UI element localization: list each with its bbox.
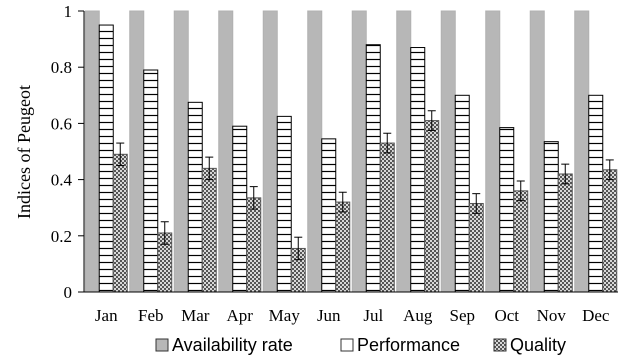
- bar-performance-aug: [410, 47, 426, 293]
- bar-quality-apr: [246, 197, 262, 293]
- bar-quality-jan: [112, 153, 128, 293]
- bar-availability-rate-jan: [84, 10, 100, 293]
- x-tick-label-jan: Jan: [95, 306, 118, 325]
- plot-area: [84, 10, 618, 293]
- x-axis-ticks: Jan Feb Mar Apr May Jun Jul Aug Sep Oct Nov Dec: [84, 291, 618, 325]
- bar-performance-nov: [543, 141, 559, 293]
- bar-performance-apr: [232, 125, 248, 293]
- y-axis-title: Indices of Peugeot: [14, 85, 34, 219]
- y-tick-label: 0.6: [51, 114, 72, 133]
- bar-availability-rate-jul: [351, 10, 367, 293]
- bar-availability-rate-jun: [307, 10, 323, 293]
- legend-label-quality: Quality: [510, 335, 566, 355]
- bar-performance-feb: [143, 69, 159, 293]
- y-tick-label: 0: [64, 283, 73, 302]
- bar-availability-rate-apr: [218, 10, 234, 293]
- bar-performance-sep: [454, 94, 470, 293]
- bar-quality-nov: [557, 173, 573, 293]
- bar-availability-rate-may: [262, 10, 278, 293]
- bar-quality-jun: [335, 201, 351, 293]
- legend: Availability rate Performance Quality: [155, 335, 566, 355]
- x-tick-label-jun: Jun: [317, 306, 341, 325]
- x-tick-label-apr: Apr: [227, 306, 254, 325]
- x-tick-label-sep: Sep: [450, 306, 476, 325]
- y-tick-label: 1: [64, 2, 73, 21]
- x-tick-label-dec: Dec: [582, 306, 610, 325]
- y-tick-label: 0.2: [51, 227, 72, 246]
- x-tick-label-feb: Feb: [138, 306, 164, 325]
- bar-availability-rate-oct: [485, 10, 501, 293]
- bar-quality-dec: [602, 169, 618, 293]
- legend-swatch-quality: [493, 338, 507, 352]
- x-tick-label-aug: Aug: [403, 306, 433, 325]
- x-tick-label-nov: Nov: [537, 306, 567, 325]
- bar-quality-oct: [513, 190, 529, 293]
- legend-swatch-performance: [340, 338, 354, 352]
- x-tick-label-jul: Jul: [363, 306, 383, 325]
- x-tick-label-oct: Oct: [494, 306, 519, 325]
- bar-performance-may: [276, 115, 292, 293]
- y-axis-ticks: 0 0.2 0.4 0.6 0.8 1: [51, 2, 85, 302]
- x-tick-label-may: May: [269, 306, 301, 325]
- bar-performance-mar: [187, 101, 203, 293]
- bar-performance-jan: [98, 24, 114, 293]
- bar-performance-jul: [365, 44, 381, 293]
- y-tick-label: 0.8: [51, 58, 72, 77]
- bar-performance-dec: [588, 94, 604, 293]
- bar-performance-jun: [321, 138, 337, 293]
- bar-quality-aug: [424, 120, 440, 293]
- bar-quality-sep: [468, 202, 484, 293]
- bar-availability-rate-nov: [529, 10, 545, 293]
- bar-availability-rate-sep: [440, 10, 456, 293]
- y-axis: Indices of Peugeot 0 0.2 0.4 0.6 0.8 1: [14, 2, 85, 302]
- bar-availability-rate-aug: [396, 10, 412, 293]
- legend-swatch-availability: [155, 338, 169, 352]
- legend-label-availability: Availability rate: [172, 335, 293, 355]
- legend-label-performance: Performance: [357, 335, 460, 355]
- bar-availability-rate-dec: [574, 10, 590, 293]
- bar-availability-rate-mar: [173, 10, 189, 293]
- bar-performance-oct: [499, 127, 515, 293]
- y-tick-label: 0.4: [51, 171, 73, 190]
- x-tick-label-mar: Mar: [181, 306, 210, 325]
- bar-quality-mar: [201, 167, 217, 293]
- bar-availability-rate-feb: [129, 10, 145, 293]
- bar-quality-jul: [379, 142, 395, 293]
